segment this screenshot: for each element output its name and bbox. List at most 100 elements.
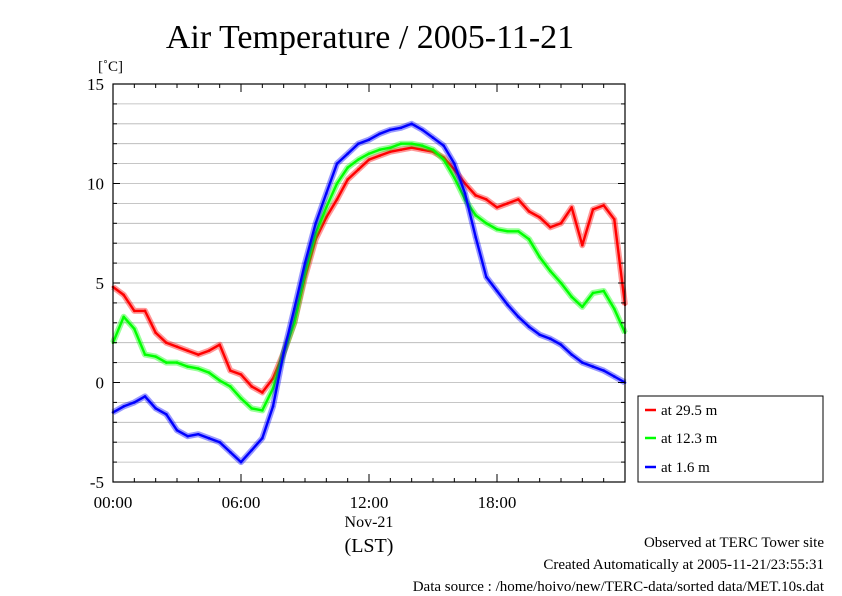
data-point <box>165 413 168 416</box>
data-point <box>463 182 467 185</box>
data-point <box>485 198 488 201</box>
data-point <box>591 365 595 368</box>
data-point <box>239 373 243 376</box>
data-point <box>431 148 435 151</box>
data-point <box>527 210 531 213</box>
data-point <box>197 367 200 370</box>
data-point <box>133 309 136 313</box>
data-point <box>506 303 509 307</box>
data-point <box>154 355 157 358</box>
data-point <box>229 385 232 388</box>
data-point <box>250 407 253 410</box>
data-point <box>495 289 499 293</box>
data-point <box>474 214 477 217</box>
data-point <box>581 243 584 247</box>
data-point <box>431 136 435 140</box>
data-point <box>549 225 552 229</box>
data-point <box>282 351 285 354</box>
data-point <box>410 142 413 145</box>
data-point <box>218 343 221 346</box>
data-point <box>154 331 157 335</box>
data-point <box>549 337 552 341</box>
data-point <box>303 271 307 275</box>
data-point <box>517 229 520 233</box>
data-point <box>581 305 584 309</box>
data-point <box>261 436 264 440</box>
data-point <box>495 206 499 209</box>
data-point <box>421 128 424 132</box>
data-point <box>559 343 563 346</box>
footer-observed-site: Observed at TERC Tower site <box>643 535 824 551</box>
data-point <box>570 353 573 356</box>
x-tick-label: 00:00 <box>94 493 133 512</box>
data-point <box>399 148 403 151</box>
axis-ticks <box>112 83 626 483</box>
grid-lines <box>113 103 625 463</box>
y-tick-label: 0 <box>96 374 105 393</box>
series-line <box>112 122 626 464</box>
data-point <box>207 436 211 440</box>
data-point <box>517 315 520 319</box>
y-tick-label: -5 <box>90 473 104 492</box>
x-tick-label: 18:00 <box>478 493 517 512</box>
data-point <box>453 176 456 179</box>
data-point <box>314 231 317 235</box>
data-point <box>218 440 221 444</box>
data-point <box>485 222 488 225</box>
data-point <box>293 321 296 325</box>
footer-data-source: Data source : /home/hoivo/new/TERC-data/… <box>412 579 824 595</box>
data-point <box>335 162 339 165</box>
data-point <box>399 142 403 145</box>
data-point <box>186 434 189 438</box>
data-point <box>325 192 328 195</box>
data-point <box>335 182 339 185</box>
y-axis-unit-label: [˚C] <box>98 59 123 75</box>
data-point <box>271 377 275 380</box>
data-point <box>591 208 595 211</box>
data-point <box>154 407 157 410</box>
data-point <box>271 405 275 408</box>
data-point <box>581 361 584 364</box>
data-point <box>527 237 531 241</box>
data-point <box>229 450 232 454</box>
data-point <box>314 222 317 225</box>
data-point <box>261 391 264 394</box>
data-point <box>421 144 424 147</box>
data-point <box>538 216 541 219</box>
data-point <box>175 428 179 432</box>
data-point <box>410 146 413 149</box>
data-point <box>527 325 531 329</box>
data-point <box>335 198 339 201</box>
data-point <box>421 148 424 151</box>
x-tick-label: 12:00 <box>350 493 389 512</box>
data-point <box>378 154 381 157</box>
data-point <box>197 432 200 436</box>
data-point <box>325 216 328 219</box>
data-point <box>186 365 189 368</box>
y-tick-labels: 15 10 5 0 -5 <box>87 75 104 492</box>
data-point <box>367 152 371 155</box>
data-point <box>261 409 264 412</box>
data-point <box>239 460 243 464</box>
series-layer <box>110 120 628 466</box>
data-point <box>357 142 360 145</box>
data-point <box>602 289 605 293</box>
data-point <box>143 309 147 313</box>
data-point <box>133 401 136 404</box>
data-point <box>197 353 200 356</box>
data-point <box>463 192 467 195</box>
data-point <box>165 341 168 345</box>
data-point <box>175 361 179 364</box>
data-point <box>346 166 349 169</box>
data-point <box>239 397 243 400</box>
data-point <box>186 349 189 352</box>
y-tick-label: 15 <box>87 75 104 94</box>
data-point <box>549 269 552 273</box>
data-point <box>378 148 381 151</box>
data-point <box>506 229 509 233</box>
data-point <box>367 138 371 142</box>
x-date-label: Nov-21 <box>345 514 394 531</box>
data-point <box>389 146 392 149</box>
data-point <box>143 353 147 356</box>
